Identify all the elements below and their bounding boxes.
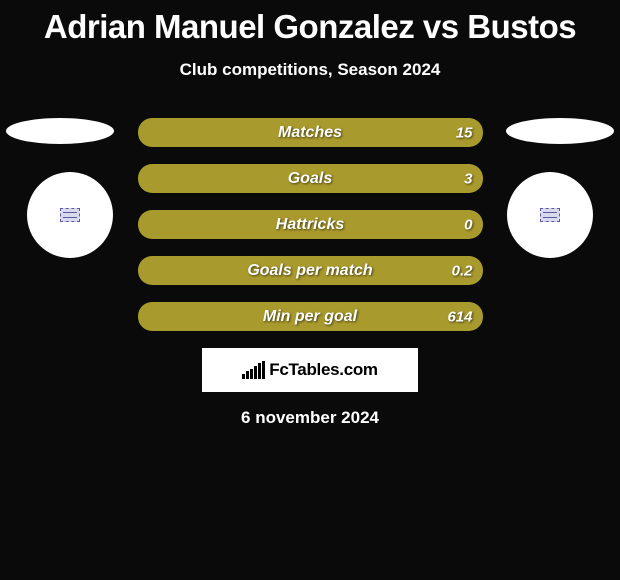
- bar-value: 0: [464, 216, 472, 233]
- placeholder-icon: [60, 208, 80, 222]
- bar-value: 614: [447, 308, 472, 325]
- logo-text: FcTables.com: [269, 360, 378, 380]
- bar-label: Min per goal: [263, 308, 357, 326]
- bar-label: Hattricks: [276, 216, 344, 234]
- placeholder-icon: [540, 208, 560, 222]
- bar-label: Matches: [278, 124, 342, 142]
- bar-value: 3: [464, 170, 472, 187]
- bar-value: 15: [456, 124, 473, 141]
- bars-container: Matches 15 Goals 3 Hattricks 0 Goals per match…: [138, 118, 483, 331]
- bar-label: Goals: [288, 170, 332, 188]
- stat-bar: Goals per match 0.2: [138, 256, 483, 285]
- player-avatar-left: [27, 172, 113, 258]
- page-subtitle: Club competitions, Season 2024: [0, 60, 620, 80]
- stat-bar: Goals 3: [138, 164, 483, 193]
- stat-bar: Matches 15: [138, 118, 483, 147]
- player-avatar-right: [507, 172, 593, 258]
- player-ellipse-right: [506, 118, 614, 144]
- player-ellipse-left: [6, 118, 114, 144]
- bar-value: 0.2: [452, 262, 473, 279]
- comparison-chart: Matches 15 Goals 3 Hattricks 0 Goals per match…: [0, 118, 620, 428]
- footer-date: 6 november 2024: [0, 408, 620, 428]
- page-title: Adrian Manuel Gonzalez vs Bustos: [0, 0, 620, 46]
- stat-bar: Hattricks 0: [138, 210, 483, 239]
- stat-bar: Min per goal 614: [138, 302, 483, 331]
- logo-box: FcTables.com: [202, 348, 418, 392]
- logo-chart-icon: [242, 361, 265, 379]
- bar-label: Goals per match: [247, 262, 372, 280]
